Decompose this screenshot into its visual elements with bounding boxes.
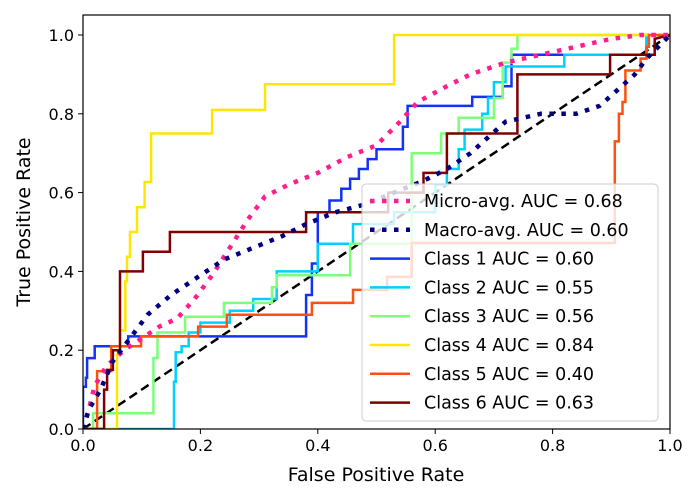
x-tick-label: 0.2: [188, 436, 213, 455]
legend-label: Class 5 AUC = 0.40: [424, 365, 594, 385]
legend-item-class-2: Class 2 AUC = 0.55: [370, 278, 594, 298]
legend-item-class-3: Class 3 AUC = 0.56: [370, 307, 594, 327]
legend-label: Micro-avg. AUC = 0.68: [424, 192, 623, 212]
legend-box: [361, 183, 659, 422]
legend-label: Class 1 AUC = 0.60: [424, 250, 594, 270]
legend-item-micro-avg-: Micro-avg. AUC = 0.68: [370, 192, 623, 212]
legend-label: Class 3 AUC = 0.56: [424, 307, 594, 327]
legend-item-class-1: Class 1 AUC = 0.60: [370, 250, 594, 270]
x-tick-label: 0.4: [305, 436, 330, 455]
x-tick-label: 1.0: [657, 436, 682, 455]
x-tick-label: 0.0: [70, 436, 95, 455]
legend: Micro-avg. AUC = 0.68 Macro-avg. AUC = 0.…: [361, 183, 659, 422]
x-axis-label: False Positive Rate: [288, 464, 465, 486]
y-tick-label: 0.0: [49, 420, 74, 439]
x-axis: 0.0 0.2 0.4 0.6 0.8 1.0: [70, 429, 683, 455]
legend-item-class-5: Class 5 AUC = 0.40: [370, 365, 594, 385]
legend-label: Class 2 AUC = 0.55: [424, 278, 594, 298]
legend-label: Macro-avg. AUC = 0.60: [424, 221, 629, 241]
roc-curve-class-1: [83, 33, 670, 429]
legend-label: Class 4 AUC = 0.84: [424, 336, 594, 356]
legend-label: Class 6 AUC = 0.63: [424, 394, 594, 414]
plot-frame: [82, 14, 671, 430]
legend-item-class-4: Class 4 AUC = 0.84: [370, 336, 594, 356]
y-axis-label: True Positive Rate: [13, 137, 35, 307]
legend-item-class-6: Class 6 AUC = 0.63: [370, 394, 594, 414]
x-tick-label: 0.6: [422, 436, 447, 455]
roc-curve-class-3: [83, 33, 670, 429]
roc-curve-micro-avg-: [83, 32, 670, 429]
y-tick-label: 0.4: [49, 262, 74, 281]
y-tick-label: 0.6: [49, 184, 74, 203]
y-tick-label: 0.2: [49, 341, 74, 360]
y-tick-label: 0.8: [49, 105, 74, 124]
roc-curve-class-6: [83, 33, 670, 429]
legend-item-macro-avg-: Macro-avg. AUC = 0.60: [370, 221, 629, 241]
y-axis: 0.0 0.2 0.4 0.6 0.8 1.0: [49, 26, 83, 439]
x-tick-label: 0.8: [540, 436, 565, 455]
y-tick-label: 1.0: [49, 26, 74, 45]
